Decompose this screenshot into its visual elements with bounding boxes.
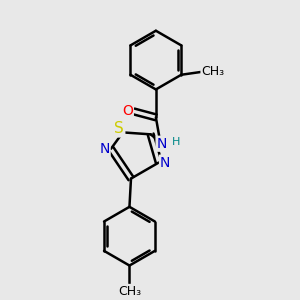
Text: H: H [172, 137, 181, 147]
Text: O: O [122, 104, 133, 118]
Text: CH₃: CH₃ [118, 285, 141, 298]
Text: S: S [115, 122, 124, 136]
Text: N: N [157, 137, 167, 151]
Text: N: N [99, 142, 110, 156]
Text: N: N [160, 155, 170, 170]
Text: CH₃: CH₃ [201, 65, 224, 78]
